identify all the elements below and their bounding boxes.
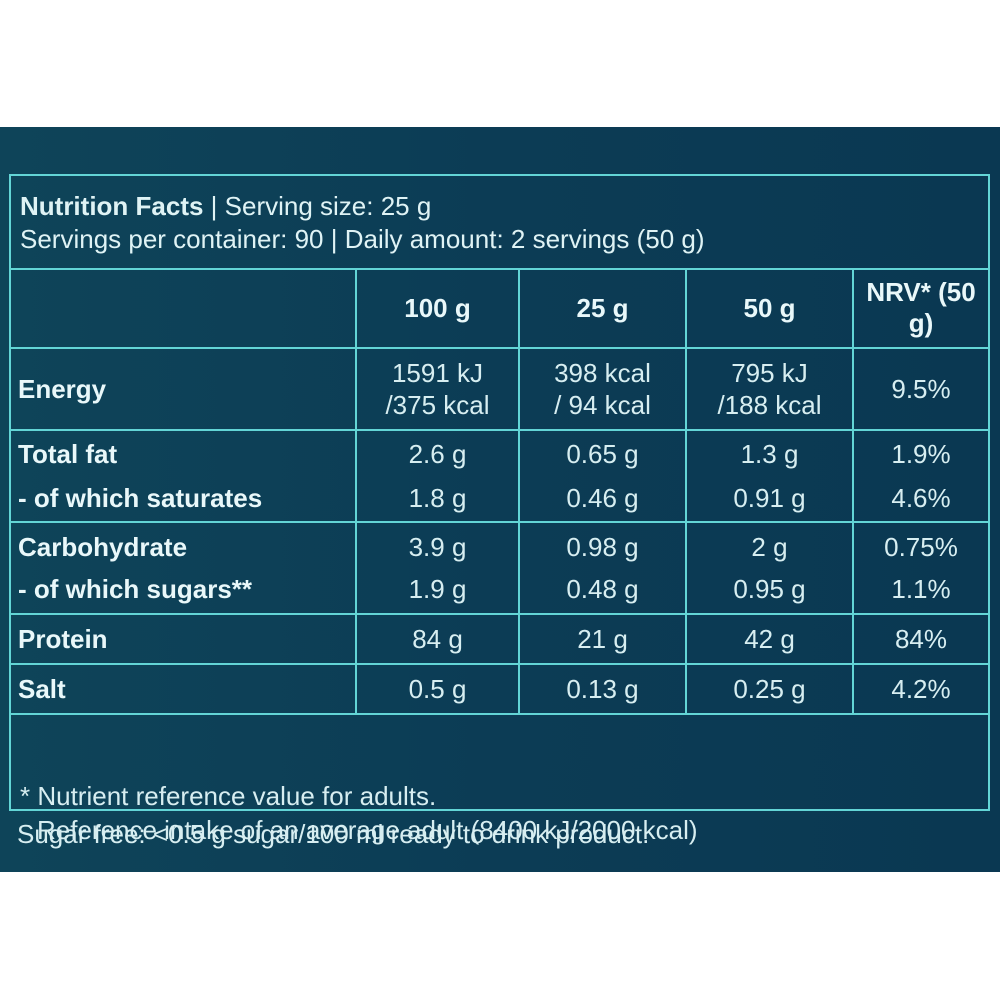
nutrient-name: Energy (11, 347, 357, 431)
nutrition-header: Nutrition Facts | Serving size: 25 g Ser… (11, 176, 988, 270)
value-line: 1.8 g (408, 483, 467, 513)
value-line: 4.6% (891, 483, 951, 513)
nrv-cell: 0.75% 1.1% (852, 521, 988, 615)
value-cell: 0.5 g (355, 663, 520, 715)
value-line: 398 kcal (554, 358, 651, 388)
column-header-25g: 25 g (518, 269, 687, 349)
value-line: 1.9 g (408, 574, 467, 604)
value-cell: 398 kcal / 94 kcal (518, 347, 687, 431)
sugar-free-note: Sugar free: <0.5 g sugar/100 ml ready to… (17, 819, 650, 849)
value-cell: 1.3 g 0.91 g (685, 429, 854, 523)
nrv-label: NRV* (866, 277, 931, 307)
table-row: Salt 0.5 g 0.13 g 0.25 g 4.2% (11, 663, 988, 715)
nutrient-name: Total fat - of which saturates (11, 429, 357, 523)
value-cell: 2 g 0.95 g (685, 521, 854, 615)
nrv-serving: (50 g) (908, 277, 976, 338)
nutrition-table-wrap: 100 g 25 g 50 g NRV* (50 g) Energy 1591 … (11, 269, 988, 715)
value-line: 0.48 g (566, 574, 639, 604)
column-header-100g: 100 g (355, 269, 520, 349)
nrv-cell: 9.5% (852, 347, 988, 431)
nutrition-title: Nutrition Facts (20, 191, 204, 221)
value-line: 3.9 g (408, 532, 467, 562)
value-line: 0.91 g (733, 483, 806, 513)
value-line: 1.9% (891, 439, 951, 469)
value-cell: 3.9 g 1.9 g (355, 521, 520, 615)
column-header-50g: 50 g (685, 269, 854, 349)
sub-nutrient-label: - of which saturates (18, 483, 263, 513)
value-line: 0.95 g (733, 574, 806, 604)
value-line: /375 kcal (385, 390, 490, 420)
table-row: Protein 84 g 21 g 42 g 84% (11, 613, 988, 665)
value-cell: 795 kJ /188 kcal (685, 347, 854, 431)
table-row: Total fat - of which saturates 2.6 g 1.8… (11, 429, 988, 523)
nutrient-name: Protein (11, 613, 357, 665)
value-line: 795 kJ (731, 358, 808, 388)
value-cell: 21 g (518, 613, 687, 665)
nutrient-label: Total fat (18, 439, 118, 469)
nrv-cell: 4.2% (852, 663, 988, 715)
value-line: 1.3 g (740, 439, 799, 469)
nutrition-panel: Nutrition Facts | Serving size: 25 g Ser… (0, 127, 1000, 872)
value-cell: 2.6 g 1.8 g (355, 429, 520, 523)
value-cell: 0.25 g (685, 663, 854, 715)
value-line: 1591 kJ (391, 358, 484, 388)
nutrient-label: Carbohydrate (18, 532, 188, 562)
value-line: 0.46 g (566, 483, 639, 513)
table-row: Energy 1591 kJ /375 kcal 398 kcal / 94 k… (11, 347, 988, 431)
nutrition-label-box: Nutrition Facts | Serving size: 25 g Ser… (9, 174, 990, 845)
table-row: Carbohydrate - of which sugars** 3.9 g 1… (11, 521, 988, 615)
value-cell: 0.65 g 0.46 g (518, 429, 687, 523)
value-line: / 94 kcal (554, 390, 651, 420)
value-cell: 42 g (685, 613, 854, 665)
sub-nutrient-label: - of which sugars** (18, 574, 253, 604)
serving-size: | Serving size: 25 g (203, 191, 432, 221)
footnote-line-2: Reference intake of an average adult (84… (37, 815, 698, 845)
value-cell: 84 g (355, 613, 520, 665)
value-cell: 0.98 g 0.48 g (518, 521, 687, 615)
value-cell: 0.13 g (518, 663, 687, 715)
nrv-cell: 84% (852, 613, 988, 665)
nutrition-table: 100 g 25 g 50 g NRV* (50 g) Energy 1591 … (11, 269, 988, 715)
header-line-1: Nutrition Facts | Serving size: 25 g (20, 190, 988, 223)
value-line: 0.75% (884, 532, 958, 562)
footnote-line-1: * Nutrient reference value for adults. (20, 781, 437, 811)
value-line: 0.65 g (566, 439, 639, 469)
value-line: 2.6 g (408, 439, 467, 469)
value-line: /188 kcal (717, 390, 822, 420)
value-cell: 1591 kJ /375 kcal (355, 347, 520, 431)
column-header-nrv: NRV* (50 g) (852, 269, 988, 349)
nutrient-name: Salt (11, 663, 357, 715)
servings-line: Servings per container: 90 | Daily amoun… (20, 224, 705, 254)
value-line: 2 g (751, 532, 788, 562)
table-header-row: 100 g 25 g 50 g NRV* (50 g) (11, 269, 988, 349)
value-line: 1.1% (891, 574, 951, 604)
nutrient-name: Carbohydrate - of which sugars** (11, 521, 357, 615)
nrv-cell: 1.9% 4.6% (852, 429, 988, 523)
column-header-nutrient (11, 269, 357, 349)
footnote: * Nutrient reference value for adults. R… (11, 767, 988, 847)
value-line: 0.98 g (566, 532, 639, 562)
